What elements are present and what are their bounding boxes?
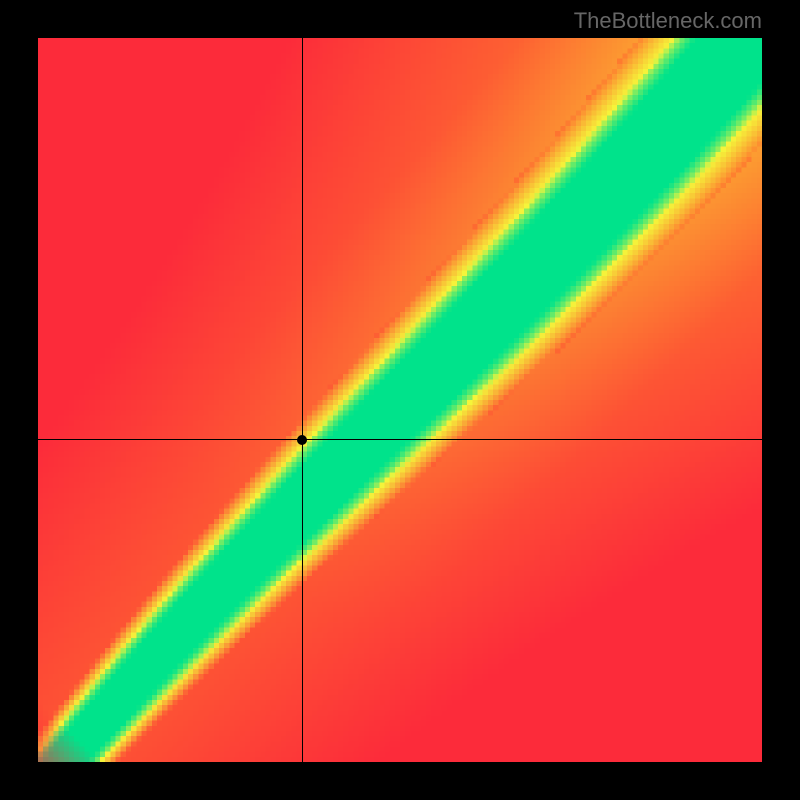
crosshair-horizontal bbox=[38, 439, 762, 440]
crosshair-vertical bbox=[302, 38, 303, 762]
bottleneck-heatmap bbox=[38, 38, 762, 762]
chart-container: TheBottleneck.com bbox=[0, 0, 800, 800]
watermark-text: TheBottleneck.com bbox=[574, 8, 762, 34]
